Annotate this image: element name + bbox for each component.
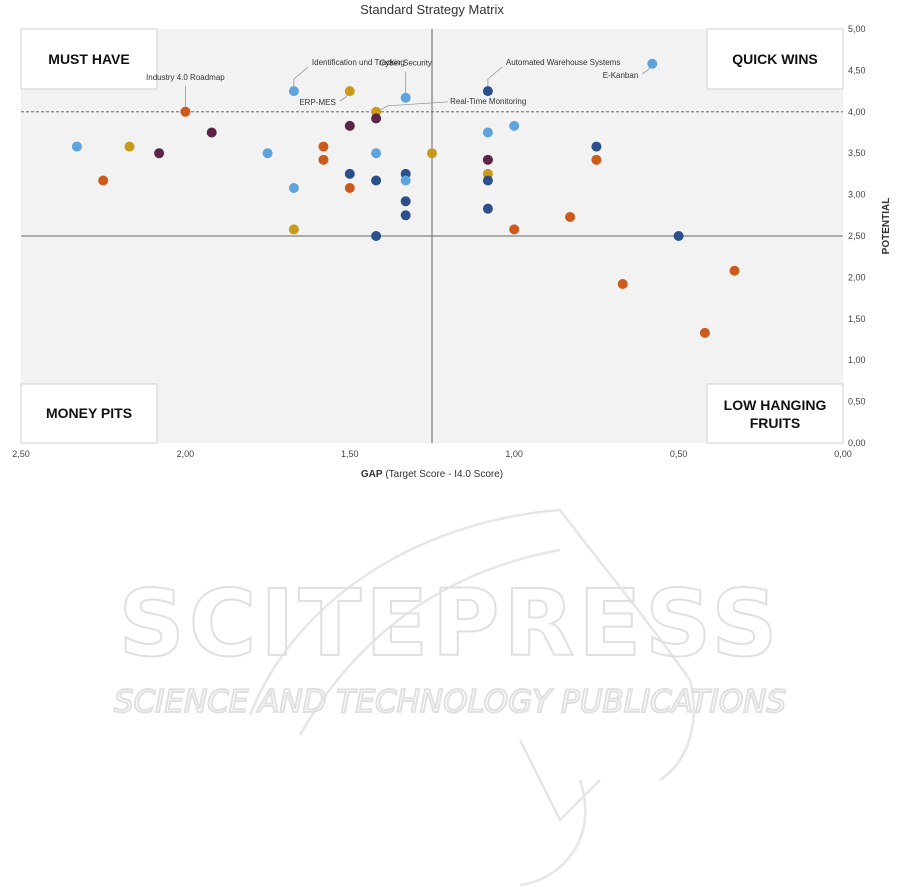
y-tick-label: 0,50: [848, 397, 866, 407]
quadrant-label-money-pits: MONEY PITS: [46, 405, 132, 421]
data-point: [509, 224, 520, 235]
data-point: [647, 58, 658, 69]
data-point: [344, 168, 355, 179]
x-tick-label: 0,00: [834, 449, 852, 459]
data-point: [482, 127, 493, 138]
y-tick-label: 5,00: [848, 24, 866, 34]
data-point: [400, 92, 411, 103]
x-axis-label: GAP (Target Score - I4.0 Score): [361, 469, 503, 480]
data-point: [371, 231, 382, 241]
data-point: [371, 175, 382, 186]
data-point: [400, 196, 411, 207]
y-axis-label: POTENTIAL: [881, 198, 892, 255]
data-point: [154, 148, 165, 159]
quadrant-quick-wins: QUICK WINS: [706, 28, 844, 90]
y-tick-label: 3,50: [848, 148, 866, 158]
quadrant-label-low-hanging-line2: FRUITS: [750, 415, 801, 431]
point-annotation-label: ERP-MES: [299, 98, 335, 107]
data-point: [591, 141, 602, 152]
data-point: [565, 211, 576, 222]
x-tick-label: 2,00: [177, 449, 195, 459]
y-tick-label: 1,00: [848, 355, 866, 365]
data-point: [591, 154, 602, 165]
data-point: [673, 231, 684, 241]
y-tick-label: 4,00: [848, 107, 866, 117]
data-point: [344, 86, 355, 97]
y-tick-label: 1,50: [848, 314, 866, 324]
data-point: [318, 141, 329, 152]
data-point: [180, 106, 191, 117]
quadrant-low-hanging-fruits: LOW HANGING FRUITS: [706, 383, 844, 444]
data-point: [400, 210, 411, 221]
data-point: [617, 279, 628, 290]
data-point: [482, 175, 493, 186]
data-point: [699, 327, 710, 338]
y-tick-label: 2,50: [848, 231, 866, 241]
y-tick-label: 2,00: [848, 272, 866, 282]
data-points: [71, 58, 740, 338]
x-tick-label: 0,50: [670, 449, 688, 459]
data-point: [482, 86, 493, 97]
watermark-title: SCITEPRESS: [118, 570, 781, 677]
y-axis-ticks: 0,00 0,50 1,00 1,50 2,00 2,50 3,00 3,50 4,00 4,50…: [848, 24, 866, 448]
x-tick-label: 1,50: [341, 449, 359, 459]
quadrant-label-low-hanging-line1: LOW HANGING: [724, 397, 827, 413]
data-point: [427, 148, 437, 159]
strategy-matrix-chart: Standard Strategy Matrix MUST HAVE QUICK…: [12, 2, 892, 480]
data-point: [318, 154, 329, 165]
data-point: [371, 148, 382, 159]
data-point: [98, 175, 109, 186]
point-annotations: Industry 4.0 Roadmap Identification und T…: [146, 58, 638, 107]
quadrant-label-quick-wins: QUICK WINS: [732, 51, 818, 67]
data-point: [344, 120, 355, 131]
x-axis-label-rest: (Target Score - I4.0 Score): [385, 469, 503, 480]
quadrant-must-have: MUST HAVE: [20, 28, 158, 90]
y-tick-label: 4,50: [848, 65, 866, 75]
quadrant-money-pits: MONEY PITS: [20, 383, 158, 444]
chart-title: Standard Strategy Matrix: [360, 2, 504, 17]
data-point: [482, 203, 493, 214]
quadrant-dividers: [21, 29, 843, 443]
x-axis-label-bold: GAP: [361, 469, 383, 480]
quadrant-label-must-have: MUST HAVE: [48, 51, 129, 67]
point-annotation-label: Automated Warehouse Systems: [506, 58, 620, 67]
point-annotation-label: Cyber Security: [379, 59, 431, 68]
data-point: [71, 141, 82, 152]
x-tick-label: 2,50: [12, 449, 30, 459]
data-point: [288, 224, 299, 235]
data-point: [482, 154, 493, 165]
point-annotation-label: Real-Time Monitoring: [450, 97, 526, 106]
point-annotation-label: Identification und Tracking: [312, 58, 405, 67]
x-tick-label: 1,00: [505, 449, 523, 459]
data-point: [288, 86, 299, 97]
y-tick-label: 3,00: [848, 190, 866, 200]
data-point: [288, 182, 299, 193]
data-point: [262, 148, 273, 159]
data-point: [400, 175, 411, 186]
point-annotation-label: E-Kanban: [603, 71, 639, 80]
point-annotation-label: Industry 4.0 Roadmap: [146, 73, 225, 82]
x-axis-ticks: 2,50 2,00 1,50 1,00 0,50 0,00: [12, 449, 852, 459]
data-point: [371, 113, 382, 124]
data-point: [344, 182, 355, 193]
data-point: [124, 141, 135, 152]
data-point: [729, 265, 740, 276]
data-point: [509, 120, 520, 131]
watermark-subtitle: SCIENCE AND TECHNOLOGY PUBLICATIONS: [114, 684, 786, 720]
data-point: [206, 127, 217, 138]
y-tick-label: 0,00: [848, 438, 866, 448]
watermark: SCITEPRESS SCIENCE AND TECHNOLOGY PUBLIC…: [113, 508, 787, 887]
watermark-book-outline: [248, 508, 695, 887]
